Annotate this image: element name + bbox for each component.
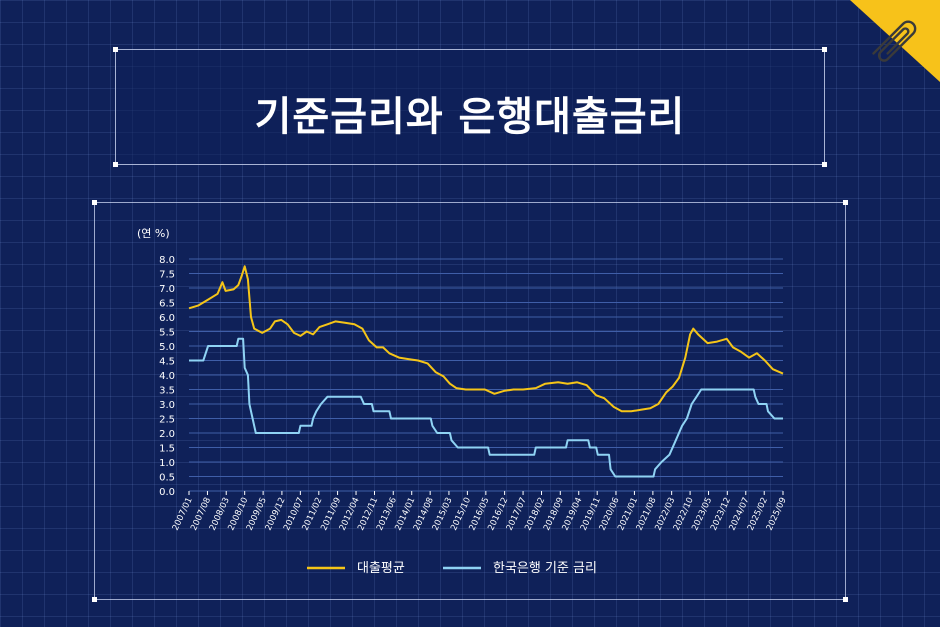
chart-panel: 0.0 0.5 1.0 1.5 2.0 2.5 3.0 3.5 4.0 4.5 5.0 5.5 6.0 6… bbox=[92, 200, 848, 602]
y-tick-label: 8.0 bbox=[159, 255, 175, 266]
y-tick-label: 5.5 bbox=[159, 328, 175, 339]
x-axis-ticks: 2007/012007/082008/032008/102009/052009/… bbox=[171, 491, 789, 532]
frame-corner-marker bbox=[113, 162, 118, 167]
y-axis-unit-label: (연 %) bbox=[137, 227, 170, 240]
frame-corner-marker bbox=[843, 200, 848, 205]
paperclip-badge bbox=[850, 0, 940, 82]
title-box: 기준금리와 은행대출금리 bbox=[113, 47, 827, 167]
frame-corner-marker bbox=[822, 47, 827, 52]
frame-corner-marker bbox=[92, 200, 97, 205]
badge-triangle bbox=[850, 0, 940, 82]
y-tick-label: 3.5 bbox=[159, 386, 175, 397]
legend-label-1: 한국은행 기준 금리 bbox=[493, 560, 597, 576]
series-lines bbox=[188, 265, 784, 478]
y-tick-label: 7.0 bbox=[159, 284, 175, 295]
series-line-1 bbox=[189, 337, 783, 478]
y-tick-label: 4.0 bbox=[159, 371, 175, 382]
frame-corner-marker bbox=[843, 597, 848, 602]
y-tick-label: 2.5 bbox=[159, 415, 175, 426]
y-tick-label: 4.5 bbox=[159, 357, 175, 368]
frame-corner-marker bbox=[822, 162, 827, 167]
y-tick-label: 1.5 bbox=[159, 444, 175, 455]
line-chart: 0.0 0.5 1.0 1.5 2.0 2.5 3.0 3.5 4.0 4.5 5.0 5.5 6.0 6… bbox=[137, 227, 789, 576]
y-tick-label: 1.0 bbox=[159, 458, 175, 469]
y-tick-label: 3.0 bbox=[159, 400, 175, 411]
y-tick-label: 0.5 bbox=[159, 473, 175, 484]
y-tick-label: 5.0 bbox=[159, 342, 175, 353]
frame-corner-marker bbox=[113, 47, 118, 52]
y-tick-label: 6.0 bbox=[159, 313, 175, 324]
gridlines bbox=[189, 258, 783, 492]
frame-corner-marker bbox=[92, 597, 97, 602]
y-tick-label: 6.5 bbox=[159, 299, 175, 310]
series-line-0 bbox=[188, 265, 784, 413]
y-axis-ticks: 0.0 0.5 1.0 1.5 2.0 2.5 3.0 3.5 4.0 4.5 5.0 5.5 6.0 6… bbox=[159, 255, 175, 498]
page-title: 기준금리와 은행대출금리 bbox=[254, 94, 686, 140]
y-tick-label: 0.0 bbox=[159, 487, 175, 498]
legend: 대출평균 한국은행 기준 금리 bbox=[307, 560, 597, 576]
paperclip-icon bbox=[872, 20, 917, 62]
y-tick-label: 2.0 bbox=[159, 429, 175, 440]
legend-label-0: 대출평균 bbox=[357, 561, 405, 576]
y-tick-label: 7.5 bbox=[159, 270, 175, 281]
